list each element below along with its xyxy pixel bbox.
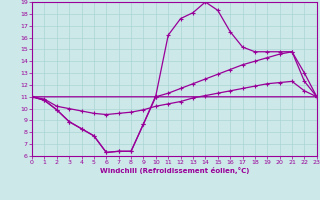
X-axis label: Windchill (Refroidissement éolien,°C): Windchill (Refroidissement éolien,°C) [100, 167, 249, 174]
